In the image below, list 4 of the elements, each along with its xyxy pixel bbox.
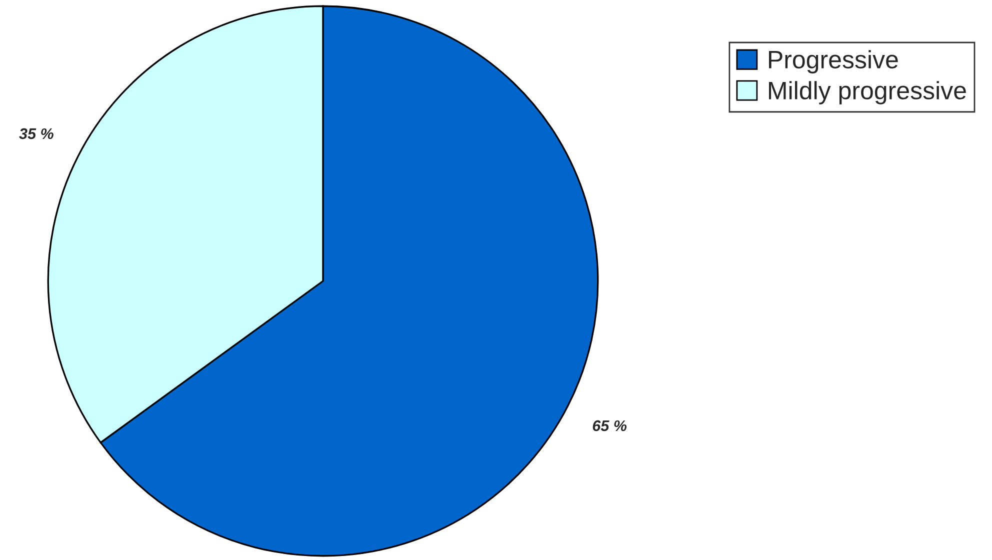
legend-label: Progressive — [769, 50, 898, 74]
data-label: 65 % — [592, 420, 627, 432]
legend-label: Mildly progressive — [769, 81, 966, 104]
data-label: 35 % — [19, 128, 54, 140]
